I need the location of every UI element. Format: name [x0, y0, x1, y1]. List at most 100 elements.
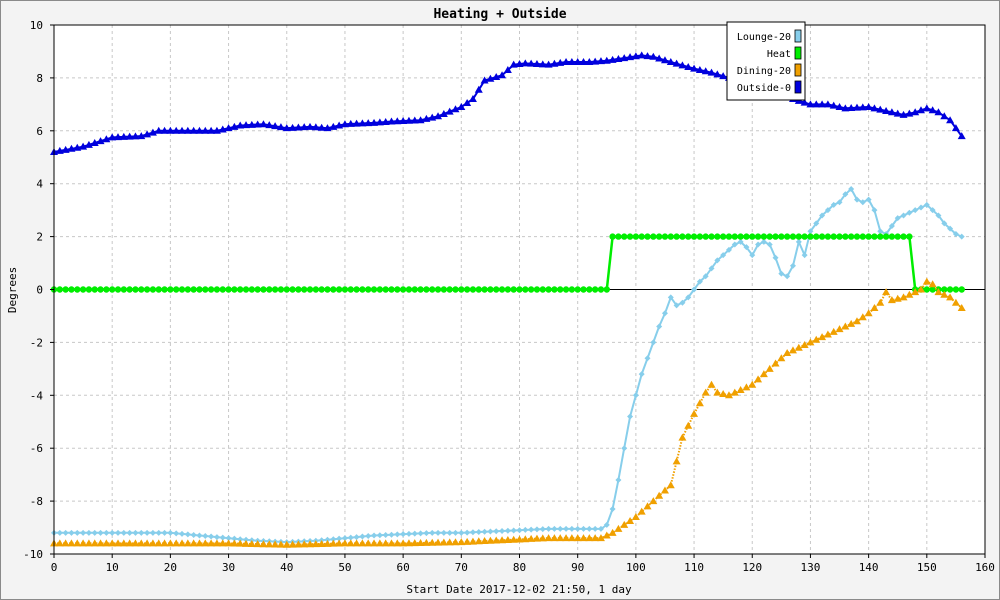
data-point	[341, 286, 349, 293]
x-tick-label: 60	[397, 561, 410, 574]
data-point	[929, 286, 936, 293]
data-point	[253, 540, 262, 548]
data-point	[527, 59, 536, 67]
data-point	[522, 286, 529, 293]
data-point	[614, 524, 623, 532]
data-point	[929, 207, 936, 214]
data-point	[218, 539, 227, 547]
data-point	[480, 537, 489, 545]
data-point	[294, 540, 303, 548]
data-point	[410, 539, 419, 547]
data-point	[458, 529, 465, 536]
data-point	[958, 286, 965, 293]
data-point	[329, 122, 338, 130]
data-point	[499, 527, 506, 534]
data-point	[335, 121, 344, 129]
data-point	[824, 207, 831, 214]
data-point	[405, 530, 412, 537]
data-point	[655, 54, 664, 62]
data-point	[137, 539, 146, 547]
data-point	[882, 106, 891, 114]
data-point	[852, 103, 861, 111]
data-point	[504, 527, 511, 534]
data-point	[539, 526, 546, 533]
data-point	[108, 133, 117, 141]
data-point	[614, 54, 623, 62]
data-point	[109, 529, 116, 536]
data-point	[120, 529, 127, 536]
data-point	[429, 286, 436, 293]
data-point	[422, 114, 431, 122]
data-point	[527, 286, 535, 293]
data-point	[835, 102, 844, 110]
data-point	[166, 539, 175, 547]
data-point	[317, 123, 326, 131]
data-point	[237, 286, 244, 293]
x-tick-label: 120	[742, 561, 762, 574]
data-point	[528, 526, 535, 533]
data-point	[498, 71, 507, 79]
data-point	[353, 286, 360, 293]
data-point	[865, 196, 872, 203]
data-point	[916, 106, 925, 114]
data-point	[842, 191, 849, 198]
data-point	[115, 529, 122, 536]
data-point	[859, 233, 867, 240]
data-point	[906, 233, 913, 240]
data-point	[399, 117, 408, 125]
data-point	[178, 126, 187, 134]
data-point	[504, 286, 512, 293]
data-point	[394, 286, 401, 293]
data-point	[813, 220, 820, 227]
data-point	[701, 388, 710, 396]
data-point	[417, 286, 424, 293]
data-point	[684, 62, 693, 70]
data-point	[108, 539, 117, 547]
data-point	[760, 233, 768, 240]
data-point	[317, 539, 326, 547]
data-point	[161, 529, 168, 536]
data-point	[766, 241, 773, 248]
data-point	[580, 286, 587, 293]
data-point	[538, 60, 547, 68]
data-point	[638, 233, 645, 240]
data-point	[242, 121, 251, 129]
data-point	[481, 286, 488, 293]
data-point	[771, 359, 780, 367]
x-tick-label: 110	[684, 561, 704, 574]
data-point	[311, 123, 320, 131]
data-point	[311, 540, 320, 548]
data-point	[288, 123, 297, 131]
data-point	[137, 132, 146, 140]
data-point	[876, 298, 885, 306]
data-point	[237, 536, 244, 543]
data-point	[125, 132, 134, 140]
data-point	[73, 539, 82, 547]
data-point	[202, 286, 209, 293]
data-point	[183, 126, 192, 134]
data-point	[545, 525, 552, 532]
data-point	[283, 286, 290, 293]
data-point	[521, 535, 530, 543]
data-point	[178, 286, 186, 293]
data-point	[672, 59, 681, 67]
data-point	[887, 108, 896, 116]
data-point	[509, 60, 518, 68]
data-point	[56, 529, 63, 536]
data-point	[207, 126, 216, 134]
data-point	[463, 286, 471, 293]
data-point	[463, 99, 472, 107]
data-point	[126, 286, 133, 293]
data-point	[685, 294, 692, 301]
data-point	[620, 520, 629, 528]
data-point	[300, 540, 309, 548]
data-point	[852, 317, 861, 325]
data-point	[760, 238, 767, 245]
data-point	[643, 502, 652, 510]
x-tick-label: 50	[338, 561, 351, 574]
data-point	[138, 286, 145, 293]
data-point	[277, 286, 285, 293]
series-heat	[50, 233, 965, 293]
data-point	[620, 54, 629, 62]
data-point	[608, 528, 617, 536]
